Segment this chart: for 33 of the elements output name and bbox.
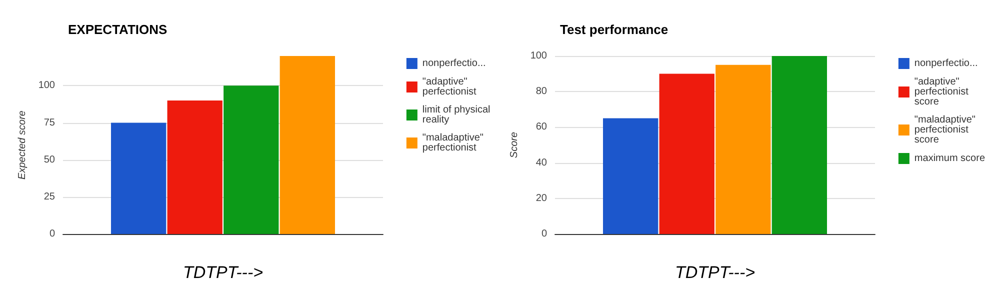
y-tick-label: 0 (541, 228, 548, 240)
y-axis-title: Expected score (16, 110, 28, 180)
legend-label: "adaptive" perfectionist (422, 76, 477, 98)
legend-label: "maladaptive" perfectionist score (914, 114, 978, 146)
bar (167, 100, 222, 234)
y-axis-title: Score (508, 132, 520, 158)
chart-title: EXPECTATIONS (68, 22, 168, 37)
y-tick-label: 100 (38, 80, 56, 92)
y-tick-label: 75 (44, 117, 56, 128)
chart-title: Test performance (560, 22, 668, 37)
legend-label: limit of physical reality (422, 104, 493, 126)
bar (280, 56, 335, 234)
legend-label: nonperfectio... (914, 58, 978, 69)
bar (659, 74, 714, 234)
y-tick-label: 25 (44, 191, 56, 202)
y-tick-label: 80 (536, 86, 548, 98)
y-tick-label: 0 (49, 228, 56, 240)
bar (716, 64, 771, 234)
legend-label: "adaptive" perfectionist score (914, 76, 972, 108)
y-tick-label: 50 (44, 154, 56, 166)
x-axis-title: TDTPT---> (674, 263, 756, 282)
legend-label: nonperfectio... (422, 58, 486, 69)
legend-label: "maladaptive" perfectionist (422, 132, 486, 154)
y-tick-label: 40 (536, 157, 548, 168)
x-axis-title: TDTPT---> (182, 263, 264, 282)
bar (224, 86, 279, 234)
y-tick-label: 100 (530, 50, 548, 62)
y-tick-label: 20 (536, 192, 548, 204)
y-tick-label: 60 (536, 122, 548, 133)
bar (772, 56, 827, 234)
bar (111, 122, 166, 234)
legend-label: maximum score (914, 153, 986, 164)
bar (603, 118, 658, 234)
